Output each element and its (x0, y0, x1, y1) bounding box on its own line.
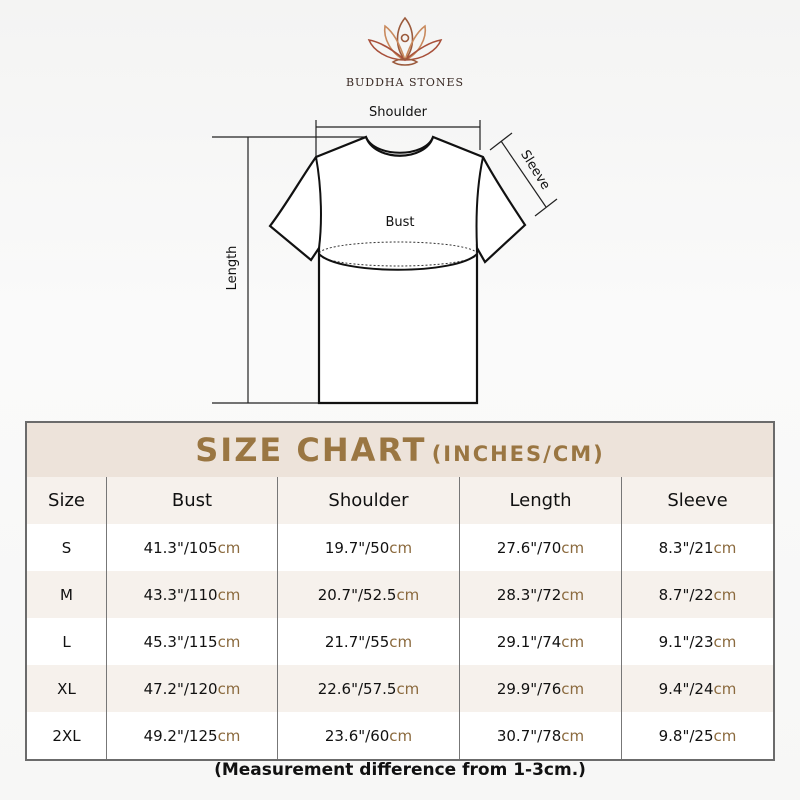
tshirt-diagram: Shoulder Bust Length Sleeve (212, 105, 558, 405)
header-sleeve: Sleeve (621, 477, 774, 524)
cell-shoulder: 23.6"/60cm (277, 712, 460, 760)
shoulder-label: Shoulder (369, 105, 428, 120)
sleeve-label: Sleeve (517, 148, 553, 193)
header-bust: Bust (106, 477, 278, 524)
cell-sleeve: 8.7"/22cm (621, 571, 774, 618)
table-row: 2XL 49.2"/125cm 23.6"/60cm 30.7"/78cm 9.8"/2… (26, 712, 774, 760)
cell-size: S (26, 524, 107, 571)
cell-sleeve: 9.1"/23cm (621, 618, 774, 665)
table-row: M 43.3"/110cm 20.7"/52.5cm 28.3"/72cm 8.7"/2… (26, 571, 774, 618)
table-row: L 45.3"/115cm 21.7"/55cm 29.1"/74cm 9.1"/23c… (26, 618, 774, 665)
cell-sleeve: 8.3"/21cm (621, 524, 774, 571)
lotus-meditation-icon (367, 16, 443, 66)
header-shoulder: Shoulder (277, 477, 460, 524)
cell-shoulder: 21.7"/55cm (277, 618, 460, 665)
cell-size: 2XL (26, 712, 107, 760)
measurement-note: (Measurement difference from 1-3cm.) (214, 760, 586, 780)
size-chart-title: SIZE CHART (INCHES/CM) (26, 422, 774, 477)
table-row: S 41.3"/105cm 19.7"/50cm 27.6"/70cm 8.3"/21c… (26, 524, 774, 571)
cell-size: M (26, 571, 107, 618)
cell-sleeve: 9.4"/24cm (621, 665, 774, 712)
cell-shoulder: 19.7"/50cm (277, 524, 460, 571)
header-row: Size Bust Shoulder Length Sleeve (26, 477, 774, 524)
bust-label: Bust (385, 215, 414, 230)
cell-shoulder: 22.6"/57.5cm (277, 665, 460, 712)
header-length: Length (459, 477, 622, 524)
brand-name: BUDDHA STONES (345, 76, 465, 89)
cell-length: 29.1"/74cm (459, 618, 622, 665)
cell-length: 30.7"/78cm (459, 712, 622, 760)
cell-size: L (26, 618, 107, 665)
cell-bust: 43.3"/110cm (106, 571, 278, 618)
brand-logo: BUDDHA STONES (330, 14, 480, 89)
cell-length: 28.3"/72cm (459, 571, 622, 618)
cell-bust: 47.2"/120cm (106, 665, 278, 712)
cell-length: 29.9"/76cm (459, 665, 622, 712)
cell-size: XL (26, 665, 107, 712)
cell-bust: 41.3"/105cm (106, 524, 278, 571)
size-chart-table: SIZE CHART (INCHES/CM) Size Bust Shoulde… (25, 421, 775, 761)
length-label: Length (225, 246, 240, 291)
cell-sleeve: 9.8"/25cm (621, 712, 774, 760)
header-size: Size (26, 477, 107, 524)
cell-length: 27.6"/70cm (459, 524, 622, 571)
cell-bust: 49.2"/125cm (106, 712, 278, 760)
cell-bust: 45.3"/115cm (106, 618, 278, 665)
table-row: XL 47.2"/120cm 22.6"/57.5cm 29.9"/76cm 9.4"/… (26, 665, 774, 712)
cell-shoulder: 20.7"/52.5cm (277, 571, 460, 618)
